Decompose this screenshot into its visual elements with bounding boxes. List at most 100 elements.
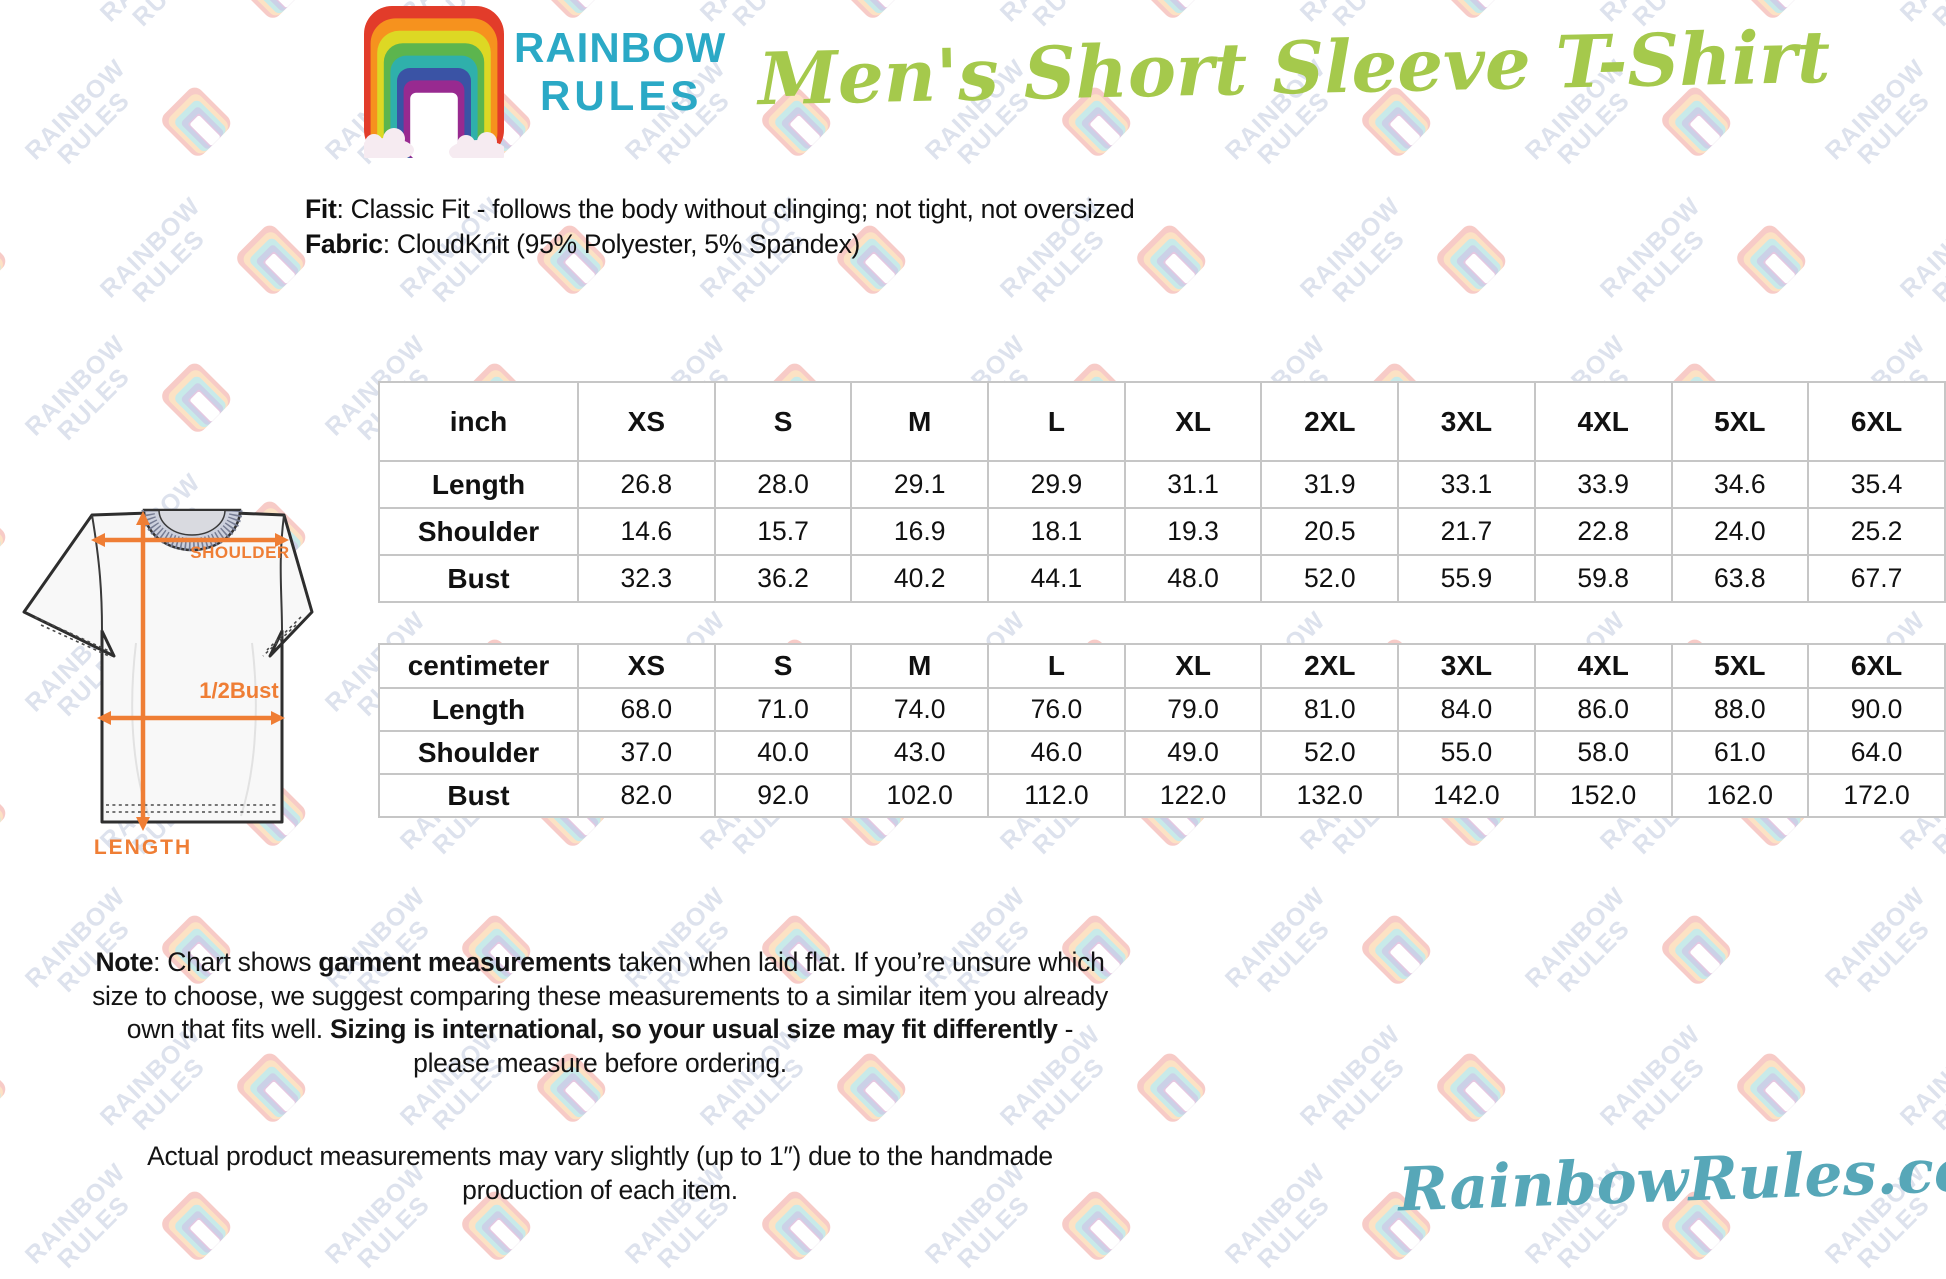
watermark-rainbow-logo-icon [232,0,315,27]
watermark-rainbow-logo-icon [1132,220,1215,303]
length-arrowhead-bottom [136,817,150,831]
value-cell: 33.1 [1397,460,1536,509]
watermark-rainbow-logo-icon [1657,910,1740,993]
table-header-row: centimeter XS S M L XL 2XL 3XL 4XL 5XL 6XL [378,643,1946,689]
value-cell: 18.1 [987,507,1126,556]
value-cell: 52.0 [1260,730,1400,775]
footer-site-wordmark: RainbowRules.com [1396,1133,1946,1226]
value-cell: 55.9 [1397,554,1536,603]
fit-label: Fit [305,194,337,224]
table-header-row: inch XS S M L XL 2XL 3XL 4XL 5XL 6XL [378,381,1946,462]
cloud-left [364,128,414,158]
watermark-rainbow-logo-icon [0,220,14,303]
value-cell: 21.7 [1397,507,1536,556]
size-header-cell: XL [1123,381,1263,462]
brand-line2: RULES [540,72,703,119]
value-cell: 44.1 [987,554,1126,603]
watermark-rainbow-logo-icon [532,0,615,27]
value-cell: 15.7 [713,507,853,556]
wrinkle-right [240,642,257,817]
size-header-cell: 4XL [1533,381,1673,462]
product-description: Fit: Classic Fit - follows the body with… [305,192,1135,262]
value-cell: 37.0 [577,730,716,775]
value-cell: 71.0 [713,687,853,732]
measure-label-cell: Shoulder [378,730,579,775]
table-row: Length 68.0 71.0 74.0 76.0 79.0 81.0 84.0 86.0 88… [378,687,1946,732]
size-header-cell: L [987,381,1126,462]
shoulder-arrowhead-left [91,533,105,547]
brand-line1: RAINBOW [514,24,727,71]
size-header-cell: M [850,643,990,689]
size-table-centimeter: centimeter XS S M L XL 2XL 3XL 4XL 5XL 6XL Length 68… [378,643,1946,818]
value-cell: 122.0 [1123,773,1263,818]
note-text-1: : Chart shows [153,947,319,977]
value-cell: 64.0 [1807,730,1946,775]
size-header-cell: XS [577,381,716,462]
half-bust-label: 1/2Bust [199,678,279,703]
table-row: Bust 82.0 92.0 102.0 112.0 122.0 132.0 142.0 152… [378,773,1946,818]
watermark-rainbow-logo-icon [1432,1048,1515,1131]
value-cell: 40.0 [713,730,853,775]
value-cell: 172.0 [1807,773,1946,818]
length-label: LENGTH [94,836,192,859]
watermark-rainbow-logo-icon [0,1048,14,1131]
size-header-cell: 4XL [1533,643,1673,689]
size-header-cell: S [713,643,853,689]
bust-arrowhead-right [271,711,285,725]
value-cell: 49.0 [1123,730,1263,775]
size-table-inch: inch XS S M L XL 2XL 3XL 4XL 5XL 6XL Length 26.8 28.0… [378,381,1946,603]
note-label: Note [95,947,154,977]
value-cell: 79.0 [1123,687,1263,732]
page-title: Men's Short Sleeve T-Shirt [757,13,1831,122]
size-header-cell: 5XL [1670,643,1810,689]
table-row: Shoulder 14.6 15.7 16.9 18.1 19.3 20.5 21.7 22.8… [378,507,1946,556]
left-cuff-stitch-1 [34,616,110,652]
note-bold-garment: garment measurements [318,947,612,977]
rainbow-rules-logo-icon [364,6,504,158]
size-header-cell: 2XL [1260,381,1400,462]
value-cell: 82.0 [577,773,716,818]
tshirt-measurement-diagram: SHOULDER 1/2Bust LENGTH [22,508,314,859]
cloud-right [449,132,504,158]
watermark-rainbow-logo-icon [157,82,240,165]
value-cell: 81.0 [1260,687,1400,732]
collar-inner [158,509,226,536]
value-cell: 132.0 [1260,773,1400,818]
value-cell: 28.0 [713,460,853,509]
value-cell: 48.0 [1123,554,1263,603]
value-cell: 14.6 [577,507,716,556]
size-header-cell: L [987,643,1126,689]
bust-arrowhead-left [97,711,111,725]
value-cell: 29.1 [850,460,990,509]
value-cell: 162.0 [1670,773,1810,818]
value-cell: 40.2 [850,554,990,603]
size-header-cell: 5XL [1670,381,1810,462]
size-header-cell: 3XL [1397,381,1536,462]
shoulder-arrowhead-right [275,533,289,547]
unit-label-cell: centimeter [378,643,579,689]
measure-label-cell: Shoulder [378,507,579,556]
fit-line: Fit: Classic Fit - follows the body with… [305,192,1135,227]
note-bold-sizing: Sizing is international, so your usual s… [329,1014,1058,1044]
value-cell: 88.0 [1670,687,1810,732]
measure-label-cell: Bust [378,554,579,603]
fabric-label: Fabric [305,229,383,259]
watermark-rainbow-logo-icon [1732,220,1815,303]
value-cell: 22.8 [1533,507,1673,556]
value-cell: 24.0 [1670,507,1810,556]
value-cell: 43.0 [850,730,990,775]
value-cell: 92.0 [713,773,853,818]
watermark-rainbow-logo-icon [232,220,315,303]
